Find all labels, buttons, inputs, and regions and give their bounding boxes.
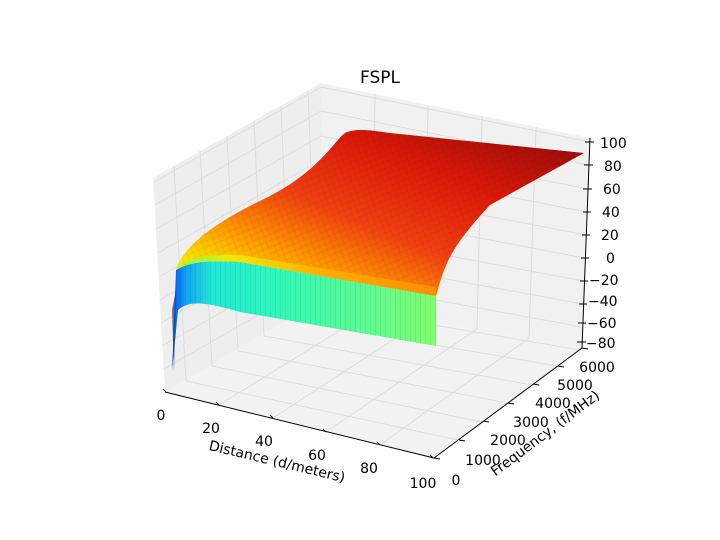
svg-text:6000: 6000 xyxy=(579,360,615,376)
surface-near-zero-spike xyxy=(172,290,176,372)
distance-axis-ticks xyxy=(162,388,434,459)
svg-text:20: 20 xyxy=(601,228,619,244)
z-axis-ticks xyxy=(577,141,594,343)
svg-text:−40: −40 xyxy=(588,294,618,310)
fspl-surface xyxy=(172,129,584,372)
svg-text:100: 100 xyxy=(600,136,627,152)
surface-top-mesh xyxy=(176,129,584,296)
svg-text:100: 100 xyxy=(410,476,437,492)
z-axis-tick-labels: 100 80 60 40 20 0 −20 −40 −60 −80 xyxy=(586,136,627,352)
distance-axis-line xyxy=(164,391,435,459)
svg-text:0: 0 xyxy=(606,251,615,267)
svg-text:3000: 3000 xyxy=(513,415,549,431)
svg-text:0: 0 xyxy=(452,473,461,489)
svg-text:40: 40 xyxy=(255,434,273,450)
svg-text:2000: 2000 xyxy=(490,433,526,449)
svg-text:60: 60 xyxy=(603,182,621,198)
svg-text:40: 40 xyxy=(602,205,620,221)
svg-text:−60: −60 xyxy=(587,316,617,332)
svg-text:0: 0 xyxy=(157,408,166,424)
svg-text:−80: −80 xyxy=(586,336,616,352)
svg-text:80: 80 xyxy=(360,461,378,477)
z-axis-line xyxy=(581,137,591,349)
surface-front-crest xyxy=(176,254,436,296)
svg-text:20: 20 xyxy=(202,421,220,437)
svg-text:4000: 4000 xyxy=(535,396,571,412)
floor-pane xyxy=(165,300,582,458)
surface-front-face-mesh xyxy=(172,261,436,372)
svg-text:80: 80 xyxy=(604,159,622,175)
svg-text:60: 60 xyxy=(308,448,326,464)
frequency-axis-ticks xyxy=(433,347,589,460)
chart-title: FSPL xyxy=(360,68,401,88)
frequency-axis-tick-labels: 0 1000 2000 3000 4000 5000 6000 xyxy=(452,360,615,489)
svg-text:5000: 5000 xyxy=(557,378,593,394)
svg-text:−20: −20 xyxy=(589,273,619,289)
distance-axis-tick-labels: 0 20 40 60 80 100 xyxy=(157,408,437,492)
svg-text:1000: 1000 xyxy=(465,453,501,469)
